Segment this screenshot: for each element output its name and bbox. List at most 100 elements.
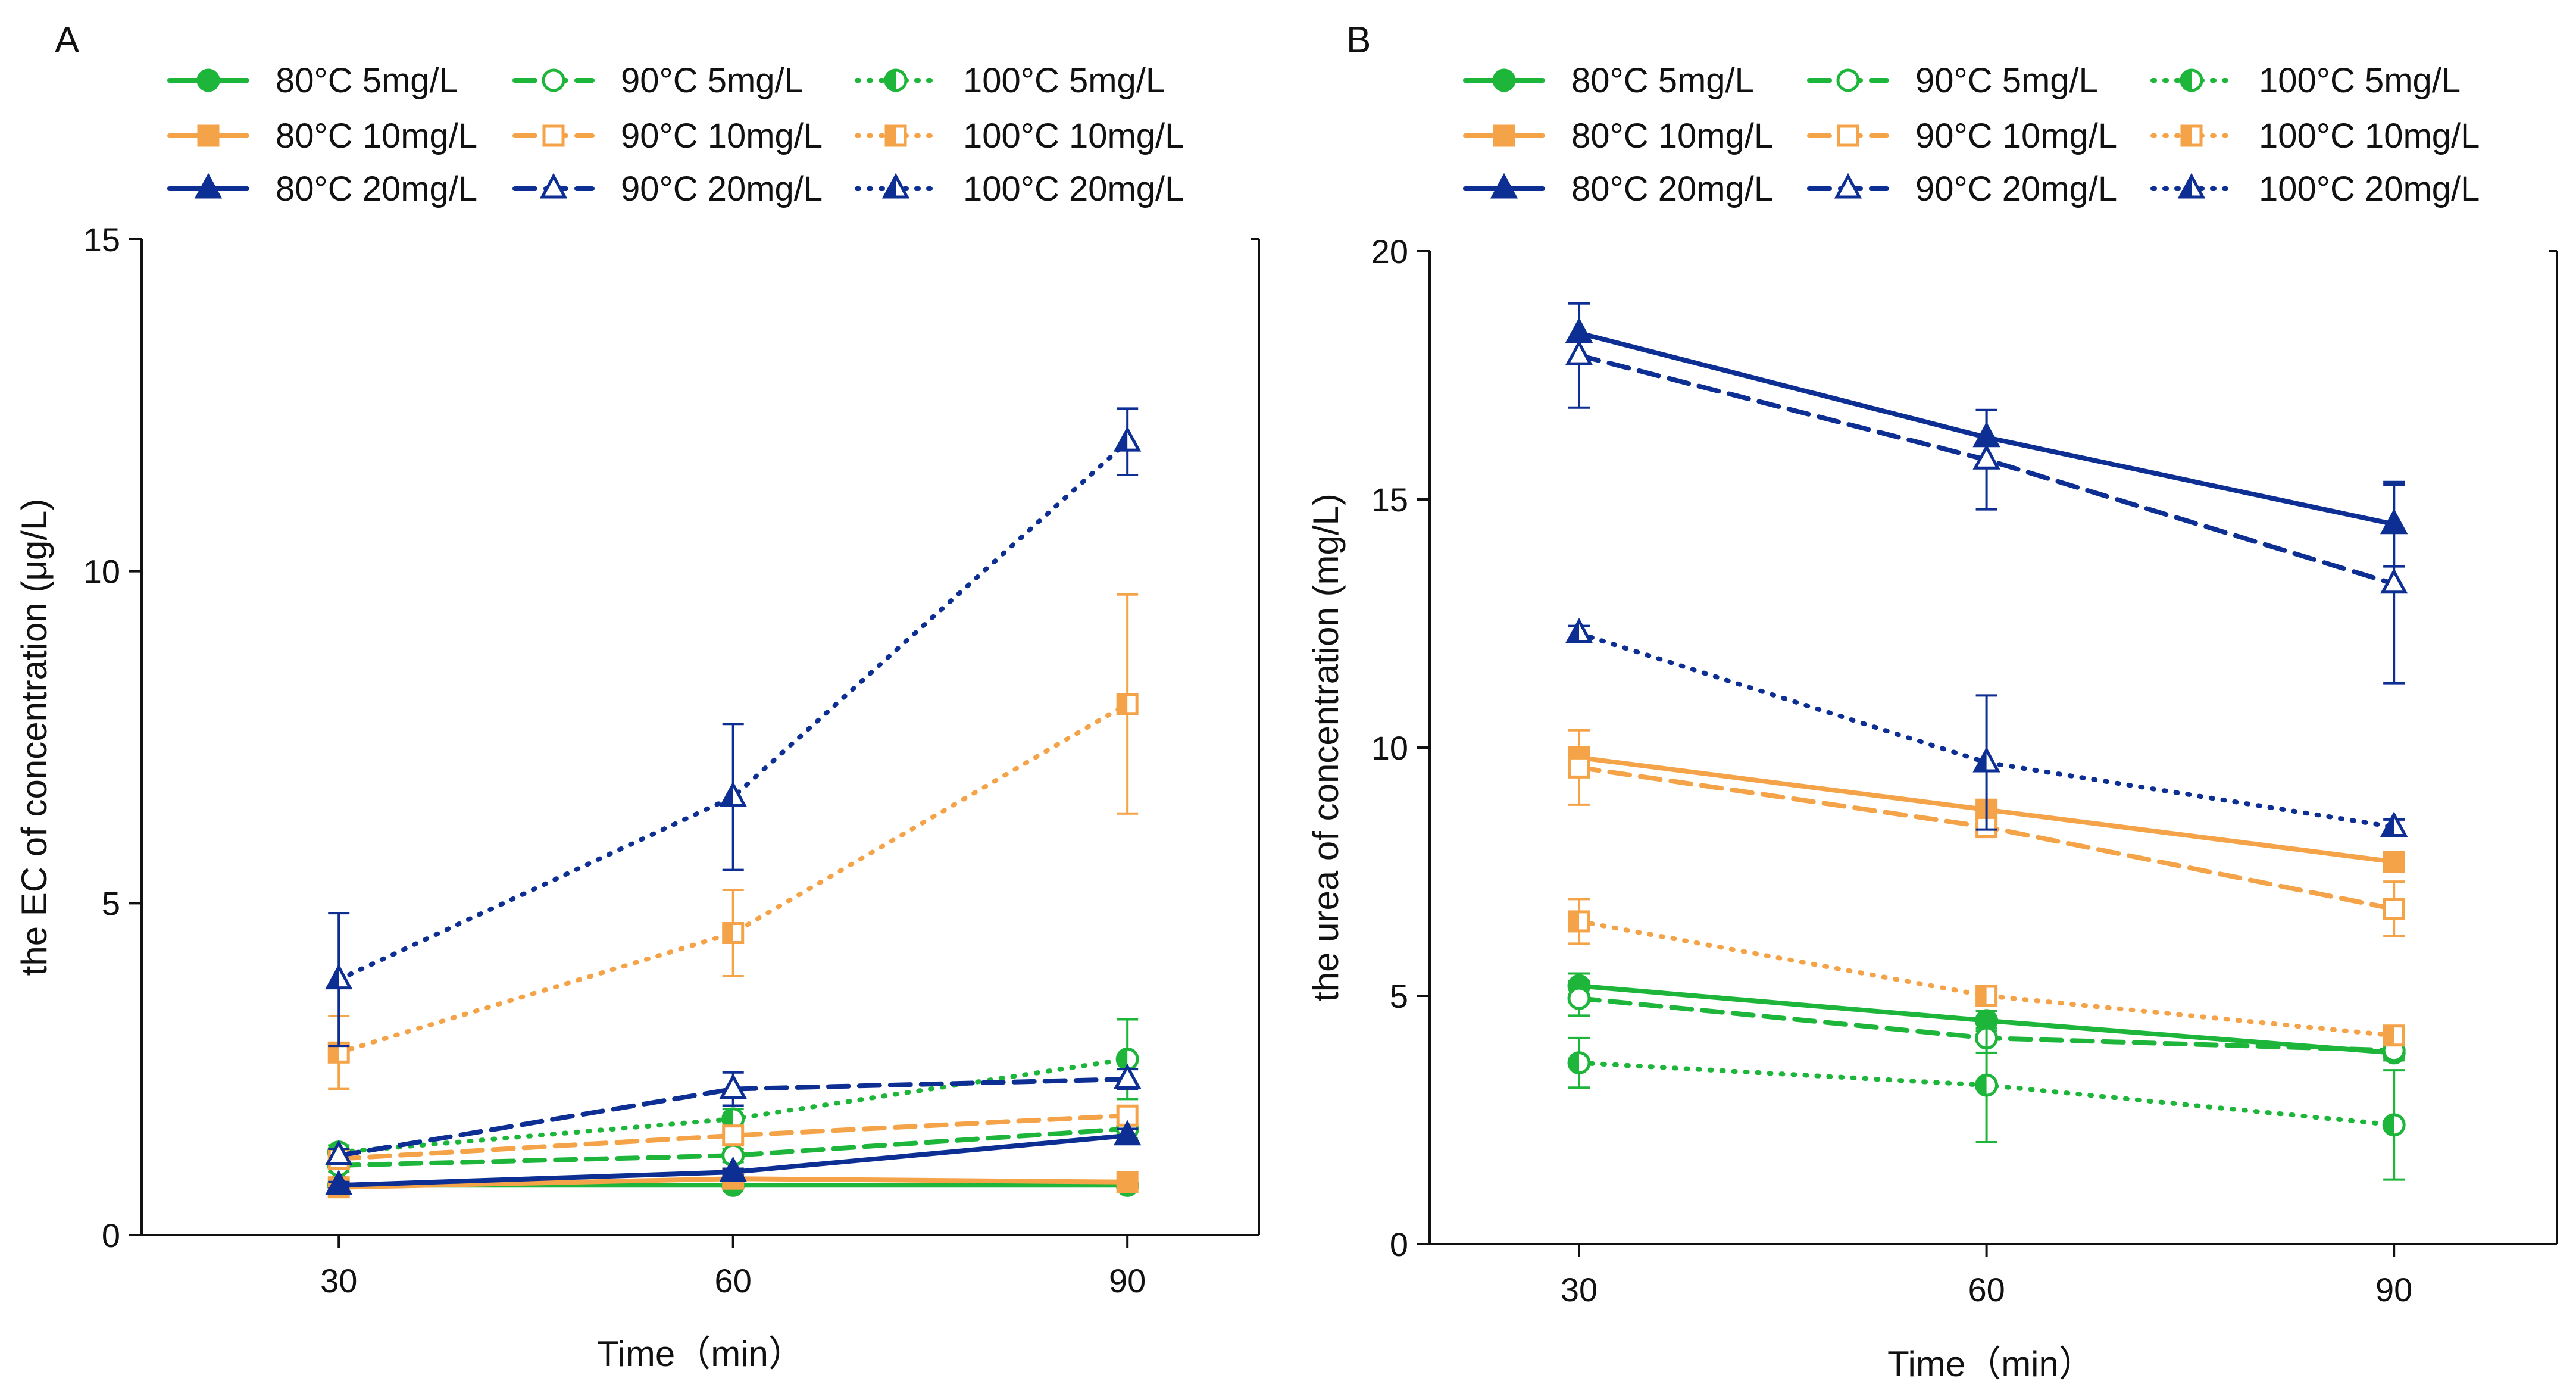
legend-marker — [1834, 173, 1862, 199]
y-tick-label: 0 — [102, 1217, 120, 1254]
data-point — [2380, 568, 2408, 594]
y-tick-label: 15 — [83, 221, 120, 258]
legend-label: 90°C 5mg/L — [1915, 61, 2098, 100]
data-point — [2380, 811, 2408, 837]
panel-a: A 0 5 10 15 30 60 90 Time（min） the EC of concentr… — [14, 20, 1260, 1374]
panel-label: A — [55, 20, 80, 61]
legend-marker — [884, 68, 908, 92]
data-point — [721, 1107, 745, 1131]
legend-entry-100-c-10mg-l: 100°C 10mg/L — [2150, 117, 2480, 155]
data-point — [1975, 1073, 1999, 1097]
legend-marker — [196, 68, 220, 92]
data-point — [1975, 985, 1998, 1007]
data-point — [1113, 1063, 1142, 1089]
series-group — [1565, 302, 2408, 1181]
series-line — [336, 1076, 1130, 1158]
data-point — [1113, 426, 1142, 452]
x-tick-label: 90 — [2375, 1271, 2412, 1308]
legend-entry-100-c-5mg-l: 100°C 5mg/L — [855, 61, 1165, 100]
data-point — [325, 1139, 353, 1165]
axes: 0 5 10 15 20 30 60 90 — [1371, 233, 2558, 1308]
panel-b: B 0 5 10 15 20 30 60 90 Time（min） the urea of conc… — [1306, 20, 2558, 1384]
x-axis-title: Time（min） — [597, 1334, 804, 1374]
legend-marker — [884, 124, 907, 147]
legend-label: 100°C 10mg/L — [2259, 117, 2480, 155]
y-tick-label: 10 — [1371, 729, 1408, 767]
y-tick-label: 0 — [1390, 1226, 1408, 1263]
data-point — [325, 1170, 353, 1195]
x-tick-label: 60 — [715, 1262, 752, 1299]
series-line — [336, 701, 1130, 1055]
legend-marker — [542, 68, 565, 92]
legend-marker — [2180, 124, 2203, 147]
data-point — [1116, 693, 1139, 715]
legend-label: 80°C 10mg/L — [276, 117, 477, 155]
legend-marker — [1492, 68, 1516, 92]
data-point — [1565, 339, 1593, 365]
series-100-c-20mg-l — [1565, 617, 2408, 837]
x-tick-label: 30 — [320, 1262, 357, 1299]
data-point — [325, 964, 353, 990]
legend-marker — [881, 173, 910, 199]
legend-label: 90°C 20mg/L — [621, 170, 823, 208]
data-point — [1972, 444, 2000, 470]
series-90-c-20mg-l — [325, 1063, 1142, 1165]
series-100-c-5mg-l — [1567, 1027, 2406, 1181]
data-point — [1568, 910, 1590, 933]
legend-entry-100-c-20mg-l: 100°C 20mg/L — [2150, 170, 2480, 208]
data-point — [722, 922, 745, 945]
series-group — [325, 407, 1142, 1199]
data-point — [2383, 898, 2405, 920]
y-tick-label: 10 — [83, 553, 120, 590]
data-point — [719, 1156, 747, 1182]
legend-marker — [197, 124, 220, 147]
series-80-c-20mg-l — [325, 1120, 1142, 1195]
legend-marker — [194, 173, 223, 199]
legend-entry-90-c-10mg-l: 90°C 10mg/L — [1807, 117, 2117, 155]
legend-entry-80-c-5mg-l: 80°C 5mg/L — [1463, 61, 1754, 100]
x-tick-label: 30 — [1561, 1271, 1598, 1308]
y-tick-label: 15 — [1371, 481, 1408, 518]
legend-label: 100°C 5mg/L — [2259, 61, 2461, 100]
data-point — [719, 1073, 747, 1099]
series-100-c-10mg-l — [1568, 898, 2405, 1047]
y-axis-title: the EC of concentration (μg/L) — [14, 499, 54, 976]
y-tick-label: 5 — [102, 885, 120, 922]
legend-marker — [2177, 173, 2206, 199]
legend-marker — [1837, 124, 1859, 147]
legend-label: 100°C 20mg/L — [963, 170, 1184, 208]
legend-entry-100-c-10mg-l: 100°C 10mg/L — [855, 117, 1184, 155]
legend-marker — [1493, 124, 1515, 147]
series-100-c-20mg-l — [325, 407, 1142, 1048]
series-line — [336, 1113, 1130, 1161]
legend-label: 90°C 10mg/L — [621, 117, 823, 155]
data-point — [1113, 1120, 1142, 1146]
legend-entry-80-c-5mg-l: 80°C 5mg/L — [167, 61, 458, 100]
legend-label: 100°C 5mg/L — [963, 61, 1165, 100]
data-point — [719, 781, 747, 807]
series-90-c-20mg-l — [1565, 302, 2408, 685]
legend-entry-80-c-20mg-l: 80°C 20mg/L — [1463, 170, 1773, 208]
x-tick-label: 90 — [1109, 1262, 1146, 1299]
data-point — [2383, 1024, 2405, 1047]
legend-entry-90-c-5mg-l: 90°C 5mg/L — [512, 61, 804, 100]
data-point — [1565, 617, 1593, 643]
y-tick-label: 5 — [1390, 977, 1408, 1015]
legend-entry-90-c-5mg-l: 90°C 5mg/L — [1807, 61, 2098, 100]
legend-label: 80°C 5mg/L — [1571, 61, 1754, 100]
legend-label: 80°C 5mg/L — [276, 61, 458, 100]
legend-entry-80-c-20mg-l: 80°C 20mg/L — [167, 170, 477, 208]
y-tick-label: 20 — [1371, 233, 1408, 270]
legend-label: 80°C 20mg/L — [1571, 170, 1773, 208]
legend-marker — [1836, 68, 1860, 92]
data-point — [2382, 1113, 2406, 1137]
data-point — [722, 1124, 745, 1147]
legend-marker — [1490, 173, 1518, 199]
y-axis-title: the urea of concentration (mg/L) — [1306, 493, 1346, 1002]
legend-entry-100-c-5mg-l: 100°C 5mg/L — [2150, 61, 2461, 100]
legend-entry-90-c-10mg-l: 90°C 10mg/L — [512, 117, 823, 155]
legend-entry-90-c-20mg-l: 90°C 20mg/L — [1807, 170, 2117, 208]
legend-label: 100°C 10mg/L — [963, 117, 1184, 155]
axes: 0 5 10 15 30 60 90 — [83, 221, 1260, 1299]
